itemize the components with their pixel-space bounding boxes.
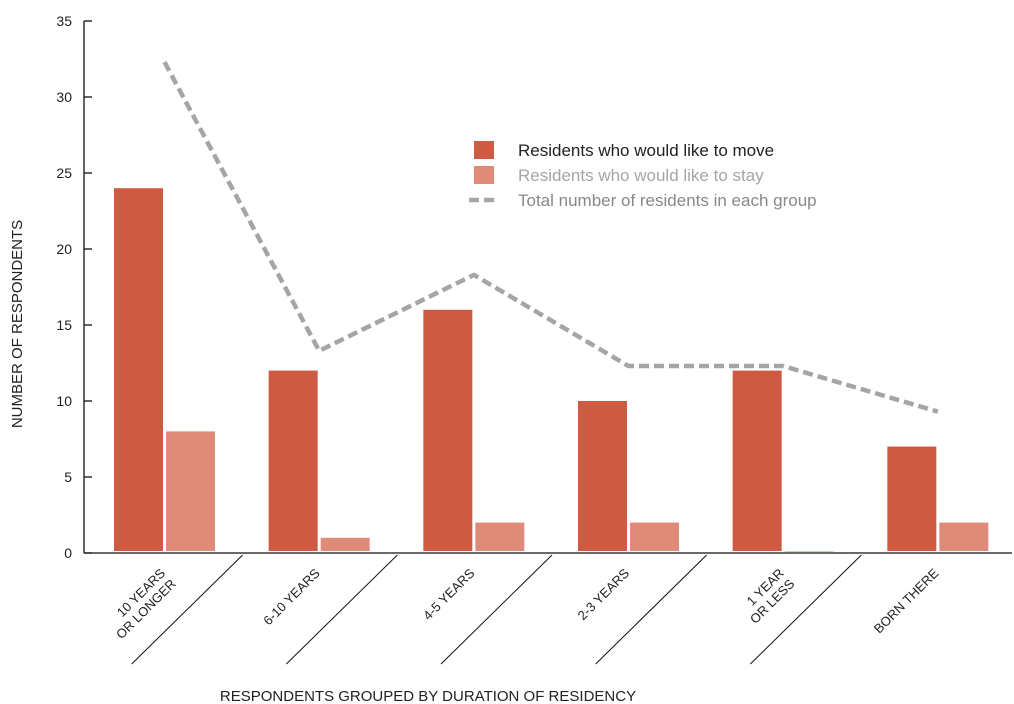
y-tick-label: 30 <box>56 89 72 105</box>
legend-label: Residents who would like to move <box>518 141 774 160</box>
bar-move <box>732 370 782 551</box>
x-tick-label: BORN THERE <box>871 565 942 636</box>
bar-move <box>268 370 318 551</box>
bar-move <box>578 401 627 551</box>
bar-move <box>887 446 937 551</box>
category-separator <box>131 554 244 665</box>
category-separator <box>285 554 398 665</box>
x-tick-label: 1 YEAROR LESS <box>736 565 797 626</box>
bar-stay <box>475 522 525 551</box>
total-residents-line <box>162 60 939 414</box>
legend-swatch <box>474 141 494 159</box>
total-line <box>162 60 939 414</box>
bar-stay <box>939 522 989 551</box>
y-axis-title: NUMBER OF RESPONDENTS <box>9 220 26 428</box>
y-tick-label: 10 <box>56 393 72 409</box>
bar-stay <box>784 551 834 553</box>
y-tick-label: 35 <box>56 13 72 29</box>
legend: Residents who would like to move Resident… <box>469 141 817 210</box>
category-separator <box>749 554 862 665</box>
bars <box>114 188 989 553</box>
y-tick-label: 25 <box>56 165 72 181</box>
category-labels: 10 YEARSOR LONGER 6-10 YEARS 4-5 YEARS 2-3 … <box>102 554 942 665</box>
category-separator <box>440 554 553 665</box>
bar-stay <box>320 537 370 551</box>
legend-label: Total number of residents in each group <box>518 191 817 210</box>
x-tick-label: 4-5 YEARS <box>420 565 478 623</box>
x-tick-label: 10 YEARSOR LONGER <box>102 565 179 642</box>
y-tick-label: 5 <box>64 469 72 485</box>
legend-swatch <box>474 166 494 184</box>
bar-stay <box>166 431 215 551</box>
legend-label: Residents who would like to stay <box>518 166 764 185</box>
x-axis-title: RESPONDENTS GROUPED BY DURATION OF RESID… <box>220 688 636 704</box>
x-tick-label: 6-10 YEARS <box>260 565 323 628</box>
bar-move <box>114 188 163 551</box>
y-tick-label: 20 <box>56 241 72 257</box>
y-tick-label: 0 <box>64 545 72 561</box>
y-tick-label: 15 <box>56 317 72 333</box>
category-separator <box>595 554 708 665</box>
x-tick-label: 2-3 YEARS <box>575 565 633 623</box>
bar-move <box>423 309 473 551</box>
axes: 0 5 10 15 20 25 30 35 <box>56 13 1012 561</box>
bar-stay <box>630 522 679 551</box>
